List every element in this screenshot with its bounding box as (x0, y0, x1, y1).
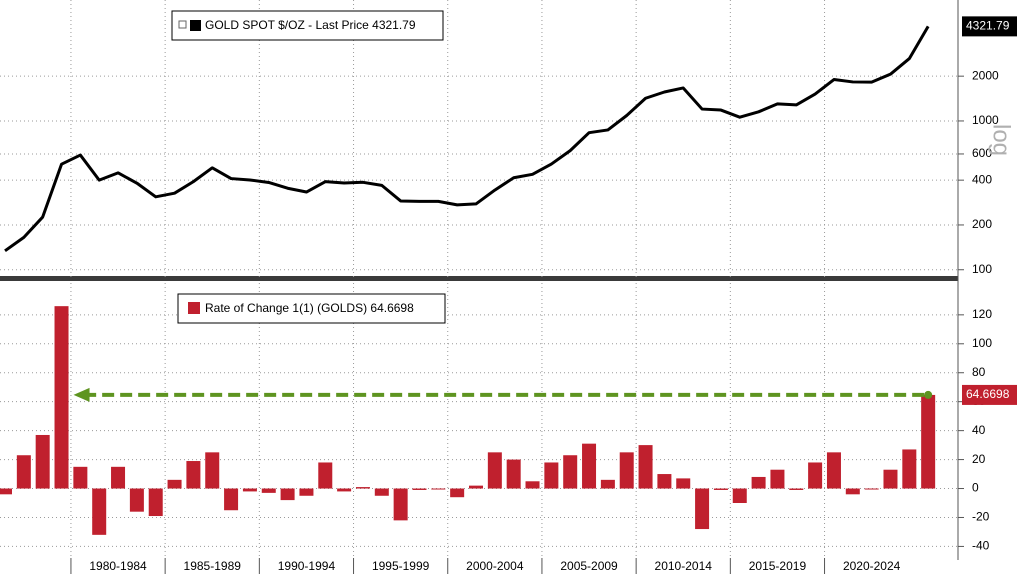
bar (111, 466, 126, 489)
x-tick-label: 2010-2014 (655, 559, 713, 573)
bar (506, 459, 521, 489)
bar (54, 306, 69, 489)
y-tick-label: 100 (972, 262, 992, 276)
y-tick-label: 80 (972, 365, 986, 379)
y-tick-label: 100 (972, 336, 992, 350)
x-tick-label: 2005-2009 (560, 559, 618, 573)
bar (638, 445, 653, 489)
x-tick-label: 1985-1989 (184, 559, 242, 573)
y-tick-label: 400 (972, 172, 992, 186)
bar (676, 478, 691, 489)
arrow-head (73, 387, 90, 402)
y-tick-label: -40 (972, 539, 990, 553)
bar (525, 481, 540, 489)
bar (582, 443, 597, 489)
bar (16, 455, 31, 489)
bar (337, 488, 352, 492)
x-tick-label: 2015-2019 (749, 559, 807, 573)
bar (412, 488, 427, 490)
y-tick-label: 600 (972, 146, 992, 160)
bar (73, 466, 88, 489)
bar (129, 488, 144, 512)
bar (713, 488, 728, 490)
y-tick-label: 40 (972, 423, 986, 437)
bar (563, 455, 578, 489)
legend-label: Rate of Change 1(1) (GOLDS) 64.6698 (205, 301, 414, 315)
y-tick-label: 120 (972, 307, 992, 321)
last-value-box (962, 16, 1017, 37)
bar (657, 474, 672, 489)
bar (450, 488, 465, 498)
y-tick-label: -20 (972, 510, 990, 524)
bar (186, 461, 201, 489)
legend-icon (178, 20, 187, 29)
bar (92, 488, 107, 535)
y-tick-label: 20 (972, 452, 986, 466)
bar (0, 488, 12, 495)
bar (431, 488, 446, 490)
bar (600, 479, 615, 489)
y-tick-label: 1000 (972, 113, 999, 127)
bar (469, 485, 483, 489)
bar (205, 452, 220, 489)
bar (224, 488, 239, 511)
price-line (4, 25, 930, 253)
last-value-label: 4321.79 (966, 19, 1010, 33)
bar (167, 479, 182, 489)
bar (393, 488, 408, 521)
last-value-box (962, 384, 1017, 405)
bar (544, 462, 559, 489)
bar (789, 488, 804, 490)
bar (921, 394, 936, 489)
legend-swatch (190, 20, 201, 31)
x-tick-label: 2000-2004 (466, 559, 524, 573)
x-tick-label: 1990-1994 (278, 559, 336, 573)
bar (261, 488, 276, 493)
bar (751, 476, 766, 489)
bar (35, 434, 50, 489)
last-value-label: 64.6698 (966, 387, 1010, 401)
bar (883, 469, 898, 489)
y-tick-label: 0 (972, 481, 979, 495)
legend-box (177, 293, 446, 324)
bar (864, 488, 879, 490)
bar (299, 488, 314, 496)
bar (732, 488, 747, 503)
x-tick-label: 1980-1984 (89, 559, 147, 573)
bar (826, 452, 841, 489)
legend-swatch (188, 302, 200, 314)
bar (318, 462, 333, 489)
panel-divider (0, 276, 958, 281)
bar (770, 469, 785, 489)
y-tick-label: 200 (972, 217, 992, 231)
bar (902, 449, 917, 489)
bar (845, 488, 860, 495)
bar (355, 487, 370, 489)
y-tick-label: 2000 (972, 68, 999, 82)
bar (280, 488, 295, 501)
bar (695, 488, 710, 530)
bar (242, 488, 257, 492)
bar (487, 452, 502, 489)
legend-label: GOLD SPOT $/OZ - Last Price 4321.79 (205, 18, 416, 32)
bar (374, 488, 389, 496)
legend-box (171, 10, 444, 41)
bar (808, 462, 823, 489)
x-tick-label: 1995-1999 (372, 559, 430, 573)
arrow-dot (924, 390, 933, 399)
x-tick-label: 2020-2024 (843, 559, 901, 573)
bar (148, 488, 163, 517)
y-axis-label: log (988, 124, 1015, 156)
bar (619, 452, 634, 489)
